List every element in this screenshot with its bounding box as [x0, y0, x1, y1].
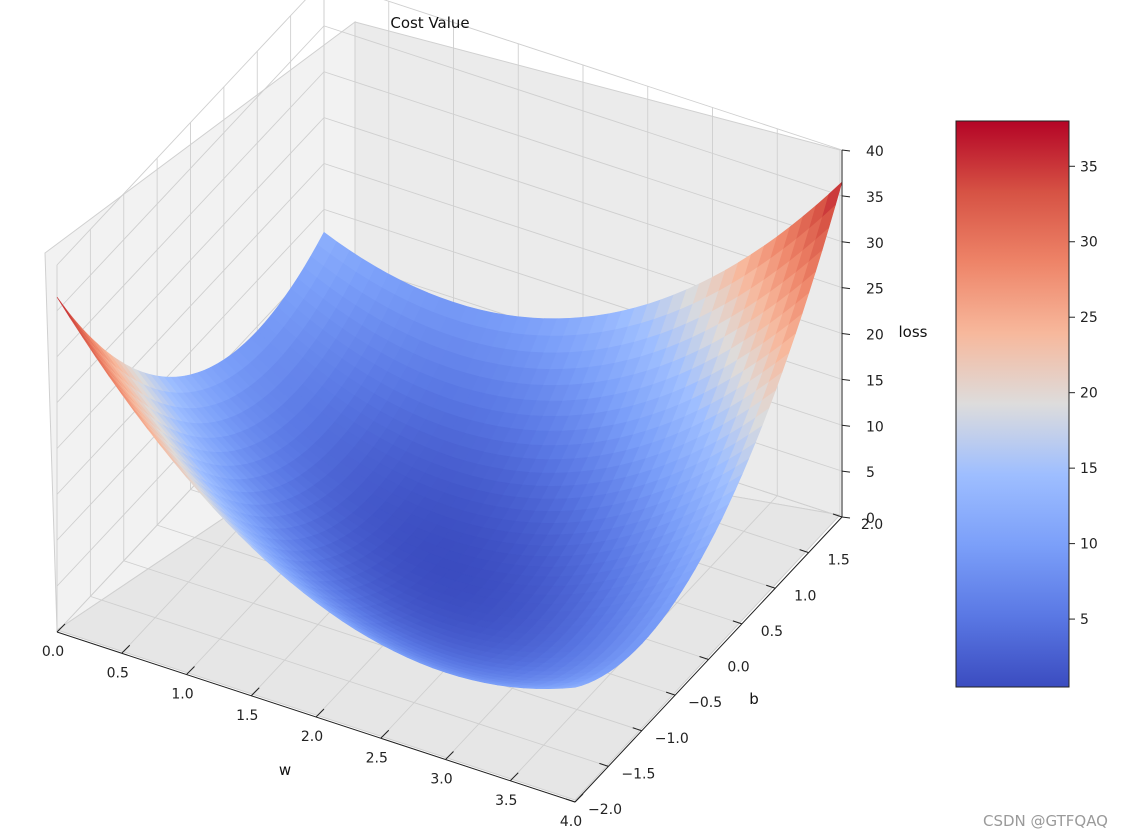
loss-tick-label: 25 — [866, 282, 884, 298]
b-tick-label: 0.0 — [727, 660, 749, 676]
b-tick-mark — [832, 513, 843, 518]
b-tick-mark — [632, 727, 642, 732]
loss-tick-mark — [841, 424, 851, 427]
loss-tick-label: 20 — [866, 328, 884, 344]
loss-tick-label: 40 — [866, 144, 884, 160]
loss-tick-mark — [841, 516, 851, 519]
b-tick-label: −1.5 — [621, 766, 655, 782]
w-tick-mark — [380, 729, 390, 739]
w-tick-label: 1.5 — [236, 708, 258, 724]
b-axis-label: b — [749, 690, 759, 708]
w-tick-label: 0.5 — [107, 665, 129, 681]
b-tick-label: 2.0 — [861, 517, 883, 533]
w-tick-mark — [186, 666, 195, 675]
loss-tick-mark — [841, 195, 851, 198]
b-tick-label: 1.5 — [827, 553, 849, 569]
w-tick-label: 4.0 — [560, 814, 582, 830]
w-axis-ticks: 0.0 0.5 1.0 1.5 2.0 2.5 3.0 3.5 4.0 — [42, 623, 584, 830]
b-axis-ticks: −2.0 −1.5 −1.0 −0.5 0.0 0.5 1.0 1.5 2.0 — [565, 513, 883, 818]
w-tick-mark — [445, 751, 454, 760]
loss-tick-mark — [841, 470, 851, 473]
b-tick-mark — [565, 798, 576, 803]
b-tick-label: −0.5 — [688, 695, 722, 711]
b-tick-label: 1.0 — [794, 588, 816, 604]
b-tick-label: 0.5 — [761, 624, 783, 640]
loss-tick-label: 10 — [866, 419, 884, 435]
colorbar-tick-label: 30 — [1080, 235, 1098, 251]
colorbar-ticks: 5 10 15 20 25 30 35 — [1069, 159, 1098, 628]
b-tick-mark — [599, 762, 609, 767]
loss-tick-label: 0 — [866, 511, 875, 527]
b-tick-mark — [732, 620, 743, 625]
loss-tick-mark — [841, 333, 851, 335]
w-axis-label: w — [279, 761, 291, 779]
w-tick-label: 1.0 — [171, 687, 193, 703]
w-tick-mark — [574, 793, 584, 803]
w-tick-label: 2.5 — [366, 750, 388, 766]
b-tick-mark — [699, 656, 709, 660]
colorbar — [955, 120, 1070, 688]
loss-tick-label: 30 — [866, 236, 884, 252]
loss-surface — [56, 181, 843, 690]
chart-title: Cost Value — [390, 14, 469, 32]
b-tick-mark — [766, 584, 776, 589]
watermark: CSDN @GTFQAQ — [983, 812, 1108, 830]
colorbar-tick-label: 5 — [1080, 612, 1089, 628]
colorbar-tick-label: 15 — [1080, 461, 1098, 477]
w-tick-label: 3.5 — [495, 793, 517, 809]
w-tick-mark — [121, 644, 131, 654]
colorbar-tick-label: 35 — [1080, 159, 1098, 175]
b-tick-label: −2.0 — [588, 802, 622, 818]
b-tick-mark — [665, 691, 676, 696]
colorbar-tick-label: 10 — [1080, 537, 1098, 553]
loss-tick-label: 15 — [866, 373, 884, 389]
w-tick-label: 0.0 — [42, 644, 64, 660]
surface-patch — [561, 685, 582, 689]
loss-tick-mark — [841, 149, 851, 152]
w-tick-label: 3.0 — [430, 772, 452, 788]
b-tick-mark — [799, 549, 809, 554]
loss-tick-label: 5 — [866, 465, 875, 481]
w-tick-mark — [315, 708, 325, 718]
colorbar-tick-label: 20 — [1080, 386, 1098, 402]
loss-tick-mark — [841, 241, 851, 244]
w-tick-mark — [509, 772, 519, 782]
loss-axis-ticks: 0 5 10 15 20 25 30 35 40 — [841, 144, 884, 527]
loss-tick-mark — [841, 287, 851, 290]
w-tick-label: 2.0 — [301, 729, 323, 745]
loss-axis-label: loss — [899, 323, 928, 341]
colorbar-tick-label: 25 — [1080, 310, 1098, 326]
w-tick-mark — [250, 687, 260, 697]
w-tick-mark — [56, 623, 66, 633]
b-tick-label: −1.0 — [655, 731, 689, 747]
loss-tick-mark — [841, 378, 851, 381]
loss-tick-label: 35 — [866, 190, 884, 206]
